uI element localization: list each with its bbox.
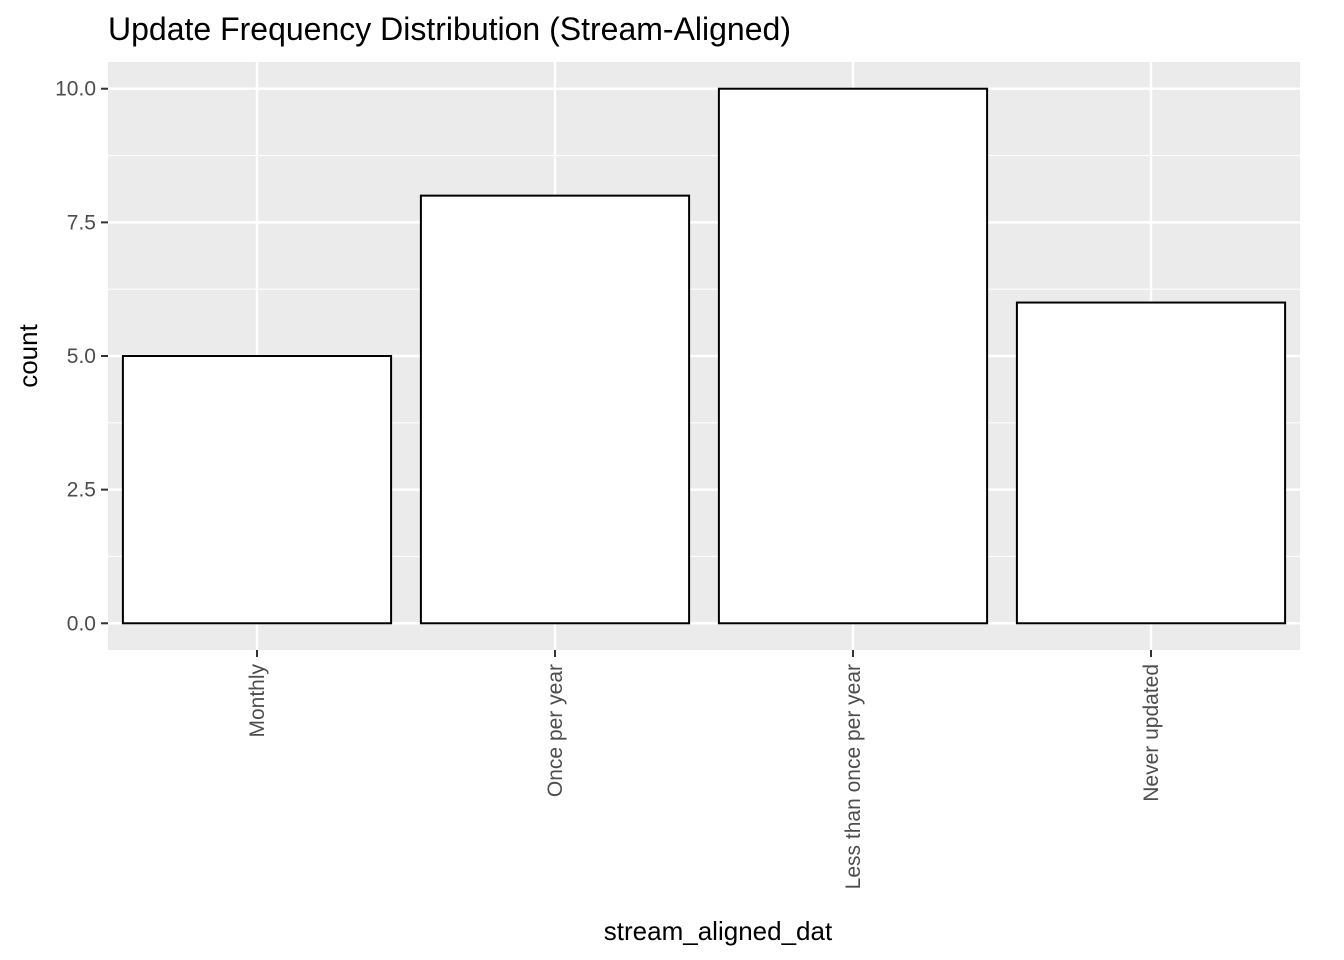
y-tick-label: 7.5	[67, 211, 96, 234]
y-tick-label: 2.5	[67, 479, 96, 502]
chart-title: Update Frequency Distribution (Stream-Al…	[108, 11, 791, 47]
bars	[121, 87, 1287, 625]
x-tick-label: Once per year	[544, 664, 567, 797]
y-tick-label: 10.0	[55, 78, 96, 101]
y-tick-label: 0.0	[67, 612, 96, 635]
bar-monthly	[121, 355, 393, 625]
bar-once-per-year	[419, 194, 691, 625]
x-tick-label: Less than once per year	[842, 664, 865, 889]
bar-never-updated	[1015, 301, 1287, 625]
x-axis-title: stream_aligned_dat	[604, 916, 833, 946]
y-axis: 0.0 2.5 5.0 7.5 10.0	[55, 78, 108, 635]
x-tick-label: Never updated	[1140, 664, 1163, 802]
y-axis-title: count	[13, 323, 43, 387]
y-tick-label: 5.0	[67, 345, 96, 368]
bar-less-than-once-per-year	[717, 87, 989, 625]
x-tick-label: Monthly	[246, 664, 269, 738]
x-axis: Monthly Once per year Less than once per y…	[246, 650, 1163, 889]
